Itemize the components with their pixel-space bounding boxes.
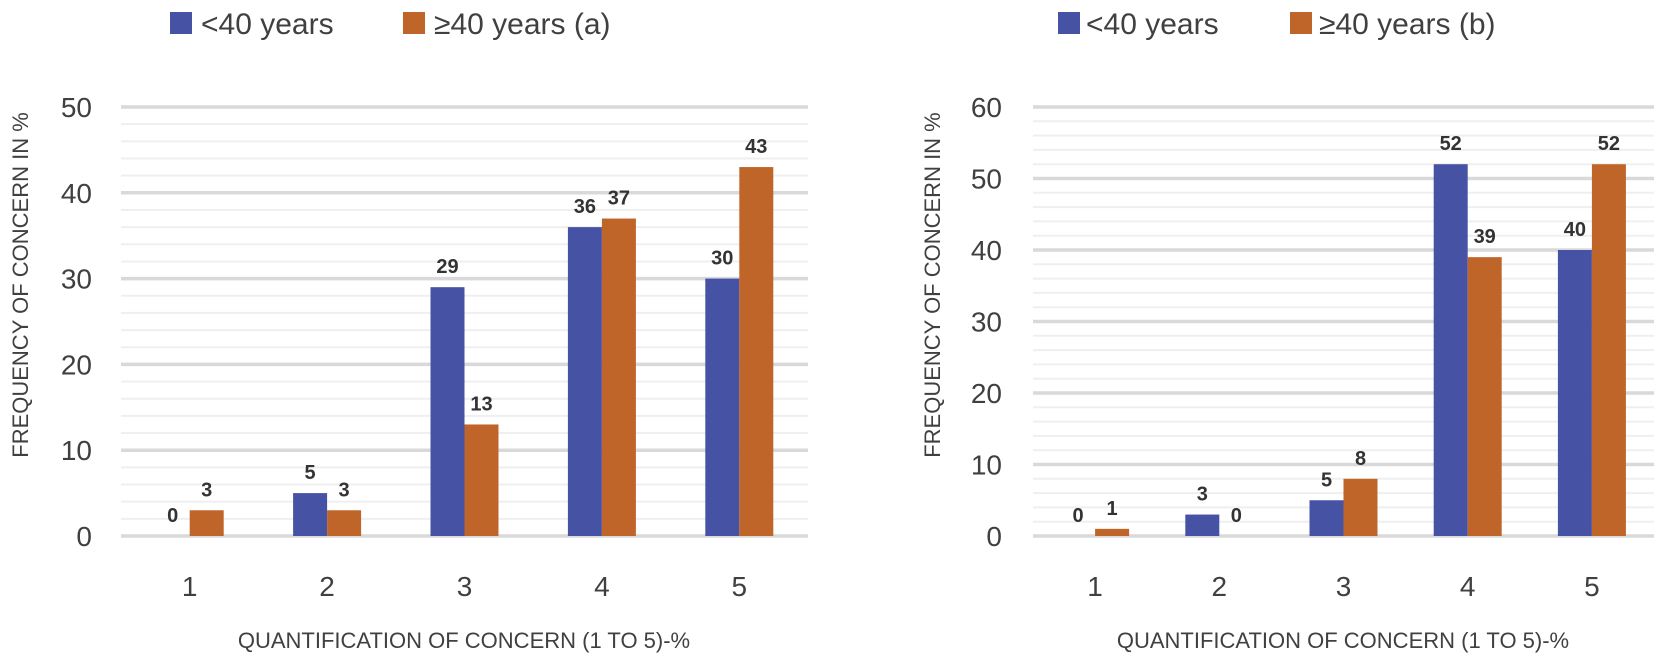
x-tick-label: 5: [1584, 571, 1600, 602]
data-label: 30: [711, 248, 733, 270]
y-tick-label: 40: [61, 178, 92, 209]
data-label: 40: [1564, 219, 1586, 241]
x-tick-label: 5: [732, 571, 748, 602]
bar-under-40: [1309, 500, 1344, 536]
bar-under-40: [293, 493, 328, 536]
legend-swatch: [1290, 12, 1312, 34]
x-tick-label: 1: [1087, 571, 1103, 602]
bar-over-40: [1591, 164, 1626, 536]
legend-swatch: [1058, 12, 1080, 34]
legend-swatch: [403, 12, 425, 34]
y-tick-label: 10: [971, 450, 1002, 481]
y-tick-label: 60: [971, 92, 1002, 123]
data-label: 3: [1197, 484, 1208, 506]
y-tick-label: 20: [61, 349, 92, 380]
y-tick-label: 50: [971, 164, 1002, 195]
y-tick-label: 30: [971, 307, 1002, 338]
x-tick-label: 3: [1336, 571, 1352, 602]
data-label: 0: [1073, 505, 1084, 527]
data-label: 1: [1107, 498, 1118, 520]
bar-over-40: [1095, 528, 1130, 536]
legend-label: <40 years: [201, 8, 334, 41]
bar-under-40: [1557, 250, 1592, 536]
bar-over-40: [601, 218, 636, 537]
data-label: 0: [1231, 505, 1242, 527]
y-axis-title: FREQUENCY OF CONCERN IN %: [920, 112, 945, 458]
data-label: 8: [1355, 448, 1366, 470]
y-tick-label: 0: [986, 521, 1002, 552]
x-tick-label: 4: [1460, 571, 1476, 602]
legend-label: ≥40 years (a): [434, 8, 611, 41]
x-tick-label: 2: [319, 571, 335, 602]
data-label: 13: [470, 393, 492, 415]
data-label: 5: [1321, 469, 1332, 491]
data-label: 37: [608, 188, 630, 210]
x-axis-title: QUANTIFICATION OF CONCERN (1 TO 5)-%: [1117, 628, 1569, 653]
legend-label: <40 years: [1086, 8, 1219, 41]
y-axis-title: FREQUENCY OF CONCERN IN %: [8, 112, 33, 458]
data-label: 5: [305, 462, 316, 484]
chart-panel-1: 0 10 20 30 40 50 0 3 1 5 3 2 29 13 3 36 37 4 30 43 5 QUANTIFI…: [8, 8, 808, 653]
data-label: 52: [1440, 133, 1462, 155]
data-label: 36: [574, 196, 596, 218]
bar-under-40: [1433, 164, 1468, 536]
bar-under-40: [430, 287, 465, 536]
y-tick-label: 10: [61, 435, 92, 466]
bar-under-40: [705, 278, 740, 536]
x-tick-label: 4: [594, 571, 610, 602]
bar-over-40: [1343, 478, 1378, 536]
bar-over-40: [1467, 257, 1502, 536]
x-axis-title: QUANTIFICATION OF CONCERN (1 TO 5)-%: [238, 628, 690, 653]
legend-label: ≥40 years (b): [1319, 8, 1496, 41]
y-tick-label: 40: [971, 235, 1002, 266]
x-tick-label: 2: [1212, 571, 1228, 602]
bar-under-40: [567, 227, 602, 536]
data-label: 52: [1598, 133, 1620, 155]
data-label: 29: [436, 256, 458, 278]
y-tick-label: 0: [76, 521, 92, 552]
bar-over-40: [739, 167, 774, 536]
bar-over-40: [189, 510, 224, 536]
data-label: 3: [201, 479, 212, 501]
y-tick-label: 30: [61, 264, 92, 295]
y-tick-label: 20: [971, 378, 1002, 409]
x-tick-label: 1: [182, 571, 198, 602]
bar-over-40: [464, 424, 499, 536]
data-label: 0: [167, 505, 178, 527]
legend-swatch: [170, 12, 192, 34]
data-label: 43: [745, 136, 767, 158]
y-tick-label: 50: [61, 92, 92, 123]
x-tick-label: 3: [457, 571, 473, 602]
bar-under-40: [1185, 514, 1220, 536]
data-label: 39: [1474, 226, 1496, 248]
data-label: 3: [339, 479, 350, 501]
bar-over-40: [327, 510, 362, 536]
